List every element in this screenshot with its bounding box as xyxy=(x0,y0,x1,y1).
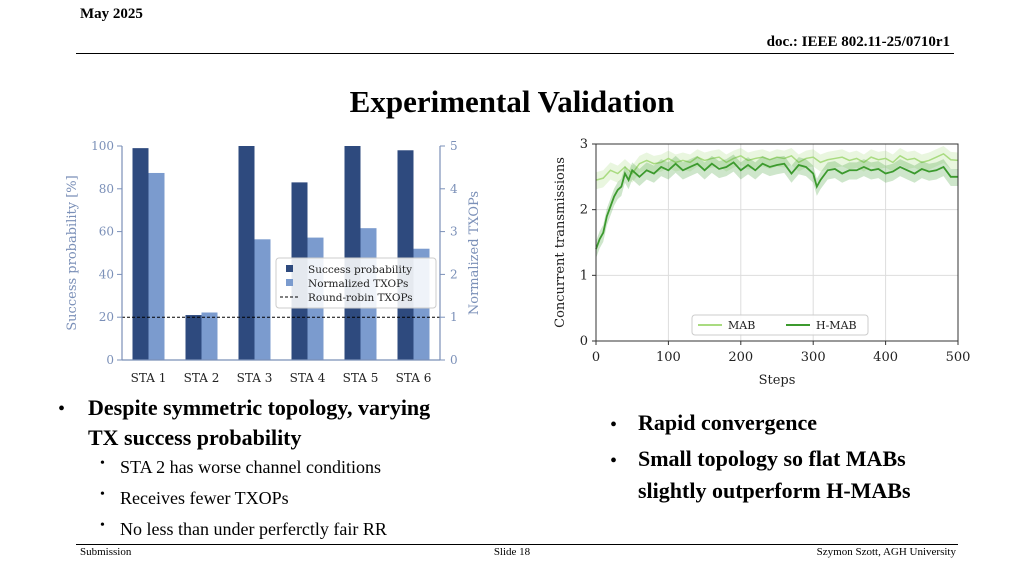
legend-label: MAB xyxy=(728,319,755,332)
bar-success-probability xyxy=(344,146,361,360)
x-tick-label: 100 xyxy=(656,350,681,365)
legend-label: H-MAB xyxy=(816,319,857,332)
bar-success-probability xyxy=(397,150,414,360)
y2-tick-label: 5 xyxy=(450,139,458,153)
y-tick-label: 80 xyxy=(99,182,114,196)
x-tick-label: 200 xyxy=(728,350,753,365)
plot-frame xyxy=(595,143,959,342)
header-doc-id: doc.: IEEE 802.11-25/0710r1 xyxy=(766,34,950,50)
bar-normalized-txops xyxy=(148,172,165,360)
y-tick-label: 60 xyxy=(99,225,114,239)
y-tick-label: 0 xyxy=(106,353,114,367)
footer-divider xyxy=(76,544,958,545)
y2-tick-label: 1 xyxy=(450,310,458,324)
series-line-mab xyxy=(595,152,959,181)
legend-label: Success probability xyxy=(308,264,412,276)
bar-normalized-txops xyxy=(201,312,218,360)
y2-axis-label: Normalized TXOPs xyxy=(467,191,482,315)
x-tick-label: STA 6 xyxy=(396,371,432,385)
right-bullet-1: Rapid convergence xyxy=(638,410,818,435)
y-tick-label: 3 xyxy=(580,137,588,152)
left-sub-bullet-1: STA 2 has worse channel conditions xyxy=(120,457,382,477)
x-tick-label: STA 5 xyxy=(343,371,379,385)
x-tick-label: 0 xyxy=(592,350,600,365)
y2-tick-label: 3 xyxy=(450,225,458,239)
y2-tick-label: 4 xyxy=(450,182,458,196)
series-band-mab xyxy=(596,145,958,190)
y-axis-label: Success probability [%] xyxy=(65,175,80,330)
legend-label: Normalized TXOPs xyxy=(308,278,408,290)
left-sub-bullet-3: No less than under perferctly fair RR xyxy=(120,519,387,539)
sub-bullet-dot: • xyxy=(100,456,105,471)
bar-success-probability xyxy=(185,315,202,360)
legend-swatch xyxy=(286,279,293,286)
legend-label: Round-robin TXOPs xyxy=(308,292,413,304)
bullet-dot: • xyxy=(610,414,618,436)
legend-swatch xyxy=(286,265,293,272)
footer-submission: Submission xyxy=(80,546,132,558)
bar-normalized-txops xyxy=(254,239,271,360)
footer-slide-number: Slide 18 xyxy=(493,546,531,558)
slide-title: Experimental Validation xyxy=(349,84,675,119)
left-sub-bullet-2: Receives fewer TXOPs xyxy=(120,488,289,508)
x-tick-label: 400 xyxy=(873,350,898,365)
y-tick-label: 2 xyxy=(580,203,588,218)
y-tick-label: 40 xyxy=(99,267,114,281)
y-tick-label: 100 xyxy=(91,139,114,153)
bar-success-probability xyxy=(238,146,255,360)
series-band-h-mab xyxy=(596,154,958,259)
sub-bullet-dot: • xyxy=(100,487,105,502)
legend-box xyxy=(691,314,869,336)
legend-box xyxy=(275,257,437,309)
y-axis-label: Concurrent transmissions xyxy=(553,157,568,328)
left-bullet-line-2: TX success probability xyxy=(88,425,302,450)
x-tick-label: 500 xyxy=(946,350,971,365)
y2-tick-label: 0 xyxy=(450,353,458,367)
y-tick-label: 1 xyxy=(580,268,588,283)
y2-tick-label: 2 xyxy=(450,267,458,281)
bullet-dot: • xyxy=(610,450,618,472)
x-tick-label: STA 1 xyxy=(131,371,167,385)
header-date: May 2025 xyxy=(80,6,143,22)
y-tick-label: 0 xyxy=(580,334,588,349)
x-tick-label: STA 3 xyxy=(237,371,273,385)
bar-chart: STA 1 STA 2 STA 3 STA 4 STA 5 STA 60204060801… xyxy=(65,139,482,385)
line-chart: 0 100 200 300 400 500 0 1 2 3 Steps Concurrent tran… xyxy=(553,137,971,388)
left-bullet-line-1: Despite symmetric topology, varying xyxy=(88,395,431,420)
sub-bullet-dot: • xyxy=(100,518,105,533)
right-bullet-2-line-1: Small topology so flat MABs xyxy=(638,446,906,471)
y-tick-label: 20 xyxy=(99,310,114,324)
x-tick-label: STA 2 xyxy=(184,371,220,385)
bar-success-probability xyxy=(132,148,149,360)
right-bullet-2-line-2: slightly outperform H-MABs xyxy=(638,478,911,503)
bullet-dot: • xyxy=(58,398,66,420)
x-tick-label: 300 xyxy=(801,350,826,365)
header-divider xyxy=(76,53,954,54)
footer-author: Szymon Szott, AGH University xyxy=(816,546,956,558)
x-axis-label: Steps xyxy=(759,373,796,388)
series-line-h-mab xyxy=(595,161,958,250)
x-tick-label: STA 4 xyxy=(290,371,326,385)
